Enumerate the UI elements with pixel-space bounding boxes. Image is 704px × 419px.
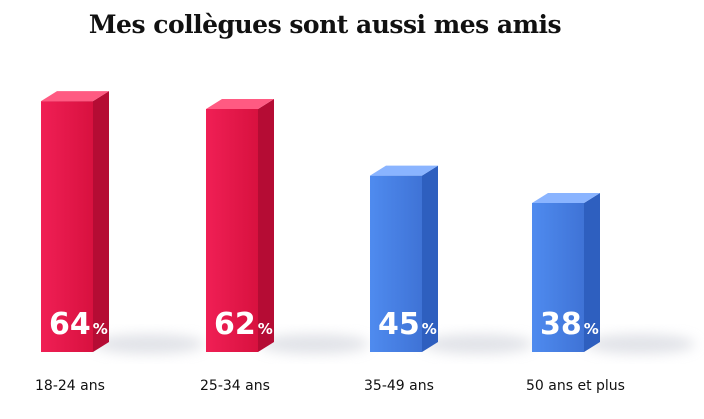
bar-front-25-34-ans xyxy=(206,108,258,353)
bar-side-50-ans-et-plus xyxy=(584,193,600,352)
bar-18-24-ans xyxy=(41,91,109,353)
bar-50-ans-et-plus xyxy=(532,193,600,352)
bar-front-50-ans-et-plus xyxy=(532,203,584,352)
bar-side-25-34-ans xyxy=(258,98,274,353)
bar-front-35-49-ans xyxy=(370,175,422,352)
bar-shadow-18-24-ans xyxy=(94,334,204,354)
chart-title: Mes collègues sont aussi mes amis xyxy=(88,10,562,39)
value-label-18-24-ans: 64% xyxy=(49,307,108,342)
bar-top-18-24-ans xyxy=(41,91,109,102)
bar-side-35-49-ans xyxy=(422,165,438,352)
bar-shadow-25-34-ans xyxy=(259,334,369,354)
bar-top-25-34-ans xyxy=(206,98,274,109)
category-label-50-ans-et-plus: 50 ans et plus xyxy=(526,378,625,394)
category-label-18-24-ans: 18-24 ans xyxy=(35,378,105,394)
bar-top-35-49-ans xyxy=(370,165,438,176)
bars-group xyxy=(41,91,600,353)
category-label-35-49-ans: 35-49 ans xyxy=(364,378,434,394)
category-label-25-34-ans: 25-34 ans xyxy=(200,378,270,394)
bar-top-50-ans-et-plus xyxy=(532,193,600,204)
bar-side-18-24-ans xyxy=(93,91,109,353)
bar-front-18-24-ans xyxy=(41,101,93,353)
bar-25-34-ans xyxy=(206,98,274,353)
bar-shadows xyxy=(94,334,695,354)
bar-shadow-35-49-ans xyxy=(423,334,533,354)
bar-35-49-ans xyxy=(370,165,438,352)
bar-shadow-50-ans-et-plus xyxy=(585,334,695,354)
